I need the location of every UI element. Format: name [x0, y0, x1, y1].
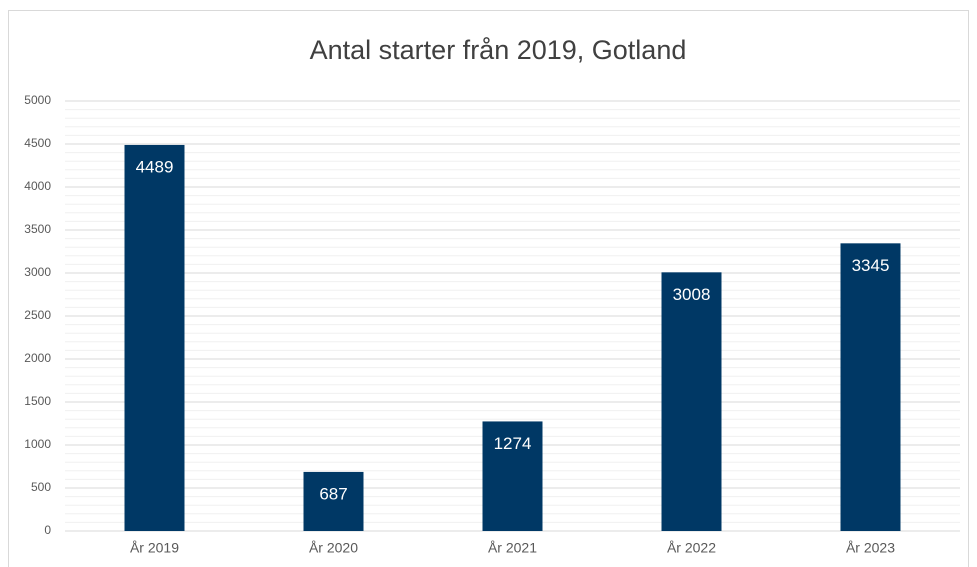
- y-tick-label: 4500: [24, 136, 51, 150]
- y-tick-label: 500: [31, 480, 51, 494]
- data-label: 687: [319, 484, 347, 503]
- y-tick-label: 1500: [24, 394, 51, 408]
- x-tick-label: År 2019: [130, 540, 179, 556]
- chart-title: Antal starter från 2019, Gotland: [310, 35, 687, 65]
- y-tick-label: 5000: [24, 93, 51, 107]
- y-tick-label: 2500: [24, 308, 51, 322]
- x-tick-label: År 2023: [846, 540, 895, 556]
- x-tick-label: År 2021: [488, 540, 537, 556]
- data-label: 1274: [494, 434, 532, 453]
- data-label: 4489: [136, 157, 174, 176]
- x-tick-label: År 2022: [667, 540, 716, 556]
- data-label: 3345: [852, 256, 890, 275]
- y-tick-label: 3500: [24, 222, 51, 236]
- y-tick-label: 3000: [24, 265, 51, 279]
- bar: [124, 144, 185, 532]
- bar: [482, 421, 543, 531]
- x-tick-label: År 2020: [309, 540, 358, 556]
- bar: [840, 243, 901, 531]
- data-label: 3008: [673, 285, 711, 304]
- y-tick-label: 1000: [24, 437, 51, 451]
- bar: [303, 471, 364, 531]
- y-tick-label: 2000: [24, 351, 51, 365]
- y-tick-label: 0: [44, 523, 51, 537]
- bar: [661, 272, 722, 531]
- y-tick-label: 4000: [24, 179, 51, 193]
